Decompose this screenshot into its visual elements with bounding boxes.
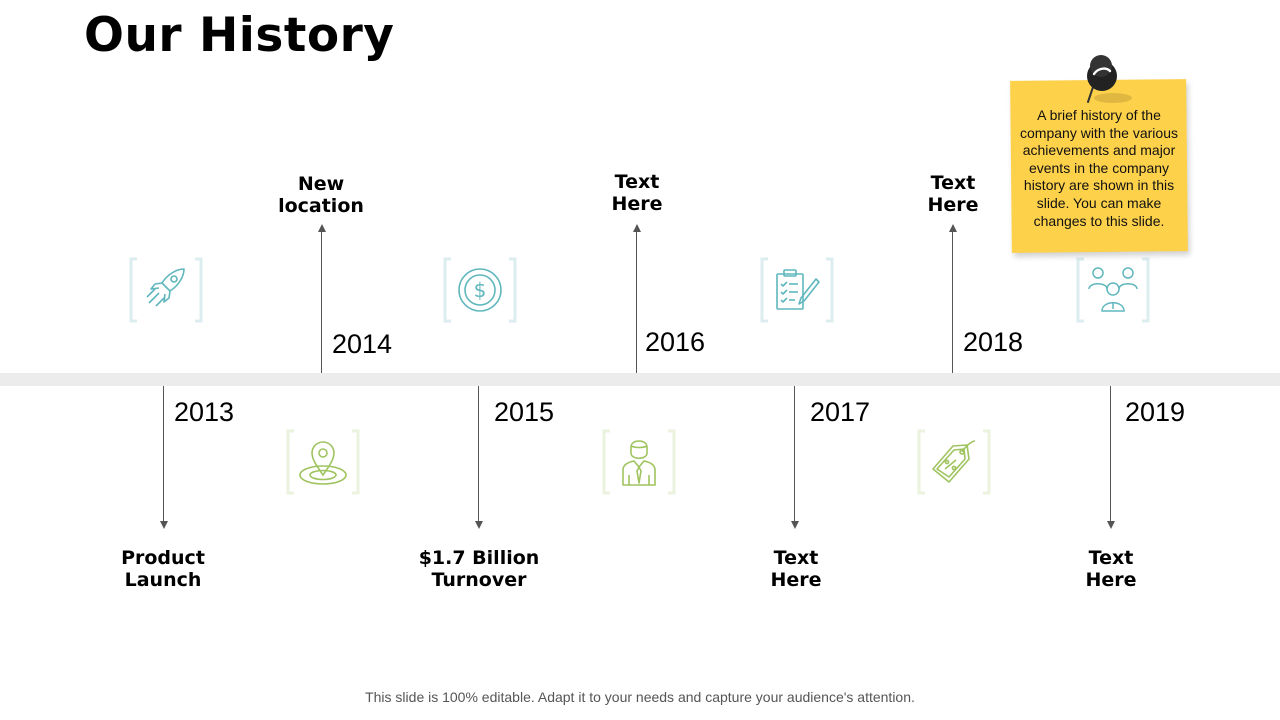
arrow-2017 [791, 521, 799, 529]
label-2013: Product Launch [121, 547, 205, 591]
label-2016: Text Here [611, 171, 663, 215]
year-2019: 2019 [1125, 397, 1186, 427]
footer-note: This slide is 100% editable. Adapt it to… [365, 689, 915, 705]
year-2018: 2018 [963, 327, 1024, 357]
team-icon [1076, 257, 1150, 323]
location-pin-icon [286, 429, 360, 495]
connector-2016 [636, 232, 637, 373]
label-2018: Text Here [927, 172, 979, 216]
connector-2013 [163, 386, 164, 522]
label-2014: New location [278, 173, 364, 217]
arrow-2015 [475, 521, 483, 529]
businessman-icon [602, 429, 676, 495]
connector-2014 [321, 232, 322, 373]
svg-text:$: $ [474, 278, 487, 302]
connector-2015 [478, 386, 479, 522]
label-2017: Text Here [770, 547, 822, 591]
arrow-2019 [1107, 521, 1115, 529]
arrow-2018 [949, 224, 957, 232]
timeline-band [0, 373, 1280, 386]
connector-2019 [1110, 386, 1111, 522]
connector-2017 [794, 386, 795, 522]
dollar-coin-icon: $ [443, 257, 517, 323]
label-2019: Text Here [1085, 547, 1137, 591]
label-2015: $1.7 Billion Turnover [418, 547, 540, 591]
arrow-2014 [318, 224, 326, 232]
clipboard-checklist-icon [760, 257, 834, 323]
sticky-note-text: A brief history of the company with the … [1020, 107, 1178, 229]
price-tag-icon [917, 429, 991, 495]
push-pin-icon [1078, 52, 1136, 111]
connector-2018 [952, 232, 953, 373]
rocket-icon [129, 257, 203, 323]
year-2017: 2017 [810, 397, 871, 427]
arrow-2013 [160, 521, 168, 529]
year-2016: 2016 [645, 327, 706, 357]
year-2013: 2013 [174, 397, 235, 427]
year-2014: 2014 [332, 329, 393, 359]
slide-title: Our History [84, 8, 395, 63]
arrow-2016 [633, 224, 641, 232]
year-2015: 2015 [494, 397, 555, 427]
